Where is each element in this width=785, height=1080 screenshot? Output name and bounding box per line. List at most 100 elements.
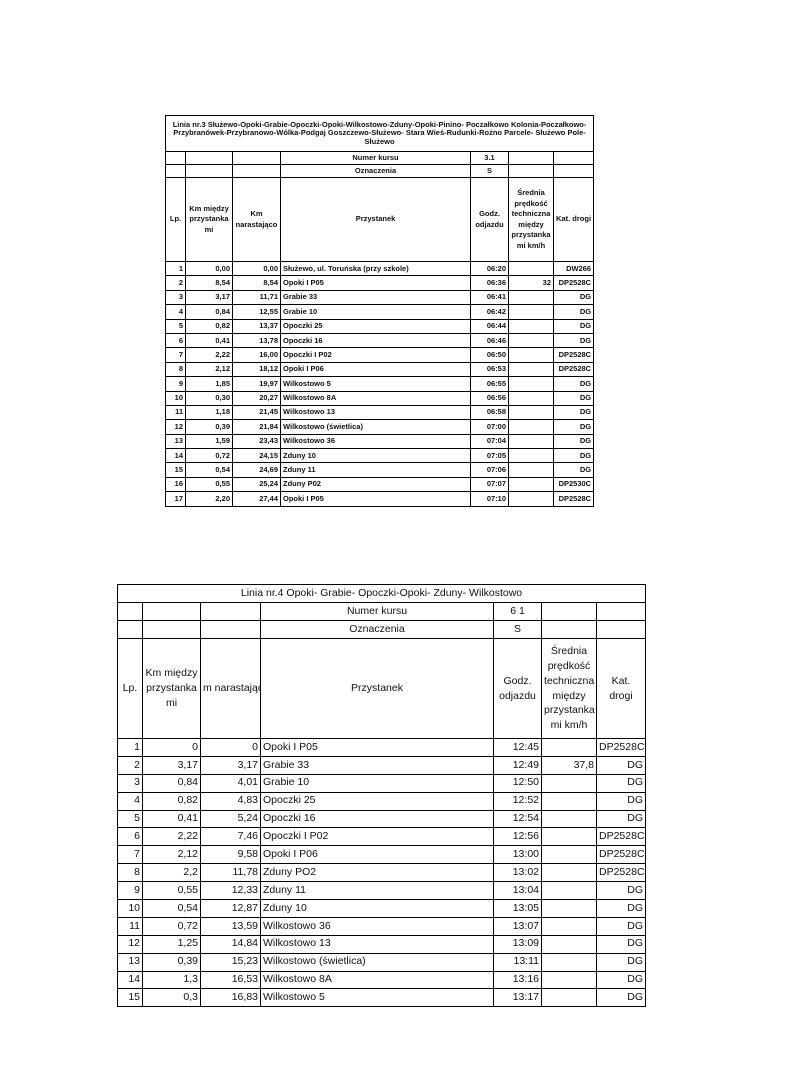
cell-speed	[508, 289, 554, 306]
cell-lp: 7	[117, 845, 143, 865]
empty-cell	[117, 602, 143, 621]
cell-time: 13:11	[493, 952, 542, 972]
cell-time: 13:17	[493, 988, 542, 1008]
cell-stop: Opoki I P05	[280, 275, 471, 291]
stop-row: 9 1,85 19,97 Wilkostowo 5 06:55 DG	[165, 376, 595, 392]
cell-cat: DP2530C	[552, 476, 595, 493]
cell-lp: 5	[165, 318, 186, 334]
cell-km: 0,82	[185, 318, 233, 334]
cell-stop: Zduny PO2	[260, 863, 494, 883]
cell-lp: 8	[165, 361, 186, 378]
stop-row: 11 1,18 21,45 Wilkostowo 13 06:58 DG	[165, 404, 595, 421]
cell-cat: DG	[595, 755, 647, 775]
cell-lp: 9	[165, 376, 186, 392]
cell-total: 15,23	[200, 952, 261, 972]
cell-total: 21,84	[232, 419, 281, 435]
cell-speed	[541, 845, 597, 865]
cell-total: 0,00	[232, 260, 281, 277]
cell-km: 1,85	[185, 376, 233, 392]
stop-row: 15 0,54 24,69 Zduny 11 07:06 DG	[165, 462, 595, 478]
table-body: Linia nr.4 Opoki- Grabie- Opoczki-Opoki-…	[116, 584, 647, 1008]
cell-time: 06:20	[470, 260, 509, 277]
cell-time: 07:10	[470, 491, 509, 507]
cell-km: 0,41	[185, 332, 233, 349]
cell-total: 0	[200, 738, 261, 757]
cell-time: 12:50	[493, 773, 542, 793]
cell-cat: DG	[552, 419, 595, 435]
stop-row: 13 1,59 23,43 Wilkostowo 36 07:04 DG	[165, 433, 595, 450]
cell-lp: 10	[117, 899, 143, 918]
cell-total: 11,71	[232, 289, 281, 306]
cell-km: 1,25	[142, 934, 201, 954]
cell-speed	[508, 347, 554, 363]
cell-cat: DW266	[552, 260, 595, 277]
cell-cat: DG	[552, 289, 595, 306]
cell-time: 06:58	[470, 404, 509, 421]
cell-total: 13,59	[200, 916, 261, 936]
cell-speed	[508, 332, 554, 349]
cell-stop: Opoczki 25	[280, 318, 471, 334]
header-row: Lp. Km między przystanka mi Km narastająco…	[165, 177, 595, 262]
empty-cell	[552, 151, 595, 165]
cell-km: 2,12	[185, 361, 233, 378]
cell-total: 5,24	[200, 809, 261, 829]
table-body: Linia nr.3 Służewo-Opoki-Grabie-Opoczki-…	[164, 115, 595, 507]
cell-speed	[541, 916, 597, 936]
column-header: Km narastająco	[232, 177, 281, 262]
cell-total: 7,46	[200, 827, 261, 847]
cell-stop: Służewo, ul. Toruńska (przy szkole)	[280, 260, 471, 277]
cell-time: 06:42	[470, 304, 509, 320]
cell-cat: DG	[595, 952, 647, 972]
cell-lp: 9	[117, 881, 143, 901]
cell-lp: 1	[165, 260, 186, 277]
column-header: Kat. drogi	[552, 177, 595, 262]
cell-km: 2,22	[142, 827, 201, 847]
cell-stop: Wilkostowo 5	[280, 376, 471, 392]
title-row: Linia nr.4 Opoki- Grabie- Opoczki-Opoki-…	[116, 584, 647, 603]
cell-lp: 16	[165, 476, 186, 493]
empty-cell	[508, 151, 554, 165]
title-row: Linia nr.3 Służewo-Opoki-Grabie-Opoczki-…	[164, 115, 595, 152]
cell-speed	[541, 934, 597, 954]
cell-km: 2,22	[185, 347, 233, 363]
stop-row: 8 2,12 18,12 Opoki I P06 06:53 DP2528C	[165, 361, 595, 378]
column-header: Średnia prędkość techniczna między przys…	[541, 638, 597, 739]
cell-stop: Wilkostowo 5	[260, 988, 494, 1008]
cell-km: 0,55	[185, 476, 233, 493]
cell-speed	[541, 899, 597, 918]
empty-cell	[232, 151, 281, 165]
cell-speed	[541, 827, 597, 847]
empty-cell	[541, 602, 597, 621]
cell-total: 9,58	[200, 845, 261, 865]
cell-cat: DG	[552, 462, 595, 478]
cell-cat: DP2528C	[552, 361, 595, 378]
cell-lp: 4	[165, 304, 186, 320]
cell-lp: 12	[117, 934, 143, 954]
cell-stop: Wilkostowo 13	[280, 404, 471, 421]
cell-lp: 11	[165, 404, 186, 421]
empty-cell	[165, 151, 186, 165]
cell-stop: Wilkostowo (świetlica)	[280, 419, 471, 435]
cell-lp: 15	[165, 462, 186, 478]
cell-lp: 14	[165, 448, 186, 464]
cell-speed	[508, 462, 554, 478]
cell-cat: DG	[552, 376, 595, 392]
cell-speed	[541, 791, 597, 811]
meta-value: S	[493, 620, 542, 639]
stop-row: 17 2,20 27,44 Opoki I P05 07:10 DP2528C	[165, 491, 595, 507]
cell-time: 12:49	[493, 755, 542, 775]
cell-stop: Opoczki 16	[260, 809, 494, 829]
cell-stop: Grabie 10	[280, 304, 471, 320]
stop-row: 1 0 0 Opoki I P05 12:45 DP2528C	[117, 738, 647, 757]
cell-stop: Opoczki I P02	[260, 827, 494, 847]
cell-cat: DG	[552, 304, 595, 320]
stop-row: 7 2,12 9,58 Opoki I P06 13:00 DP2528C	[117, 845, 647, 865]
meta-label: Numer kursu	[280, 151, 471, 165]
empty-cell	[165, 164, 186, 178]
cell-total: 16,00	[232, 347, 281, 363]
cell-stop: Grabie 10	[260, 773, 494, 793]
stop-row: 2 8,54 8,54 Opoki I P05 06:36 32 DP2528C	[165, 275, 595, 291]
stop-row: 14 1,3 16,53 Wilkostowo 8A 13:16 DG	[117, 970, 647, 990]
cell-cat: DG	[595, 881, 647, 901]
